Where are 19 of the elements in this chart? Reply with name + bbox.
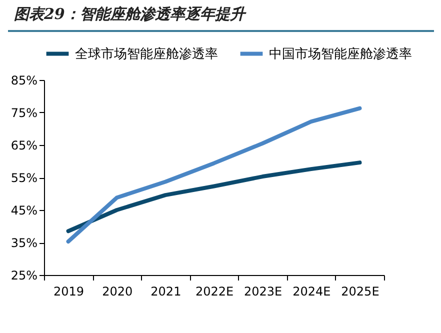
y-tick-label: 55% <box>10 171 38 185</box>
line-series <box>66 106 362 244</box>
x-tick-label: 2021 <box>150 284 182 298</box>
x-tick-label: 2019 <box>54 284 84 298</box>
legend-label: 中国市场智能座舱渗透率 <box>269 46 412 62</box>
y-tick-label: 65% <box>10 138 38 152</box>
y-tick-label: 85% <box>10 74 38 88</box>
x-tick-label: 2023E <box>244 284 282 298</box>
y-tick-label: 45% <box>10 204 38 218</box>
x-tick-label: 2022E <box>195 284 234 298</box>
y-tick-label: 25% <box>10 268 38 282</box>
y-tick-label: 75% <box>10 106 38 120</box>
chart-title: 图表29：智能座舱渗透率逐年提升 <box>8 0 434 32</box>
legend-label: 全球市场智能座舱渗透率 <box>75 46 218 62</box>
x-tick-label: 2020 <box>102 284 133 298</box>
y-tick-label: 35% <box>10 236 38 250</box>
x-tick-label: 2024E <box>292 284 331 298</box>
line-series <box>66 160 362 234</box>
x-tick-label: 2025E <box>341 284 380 298</box>
